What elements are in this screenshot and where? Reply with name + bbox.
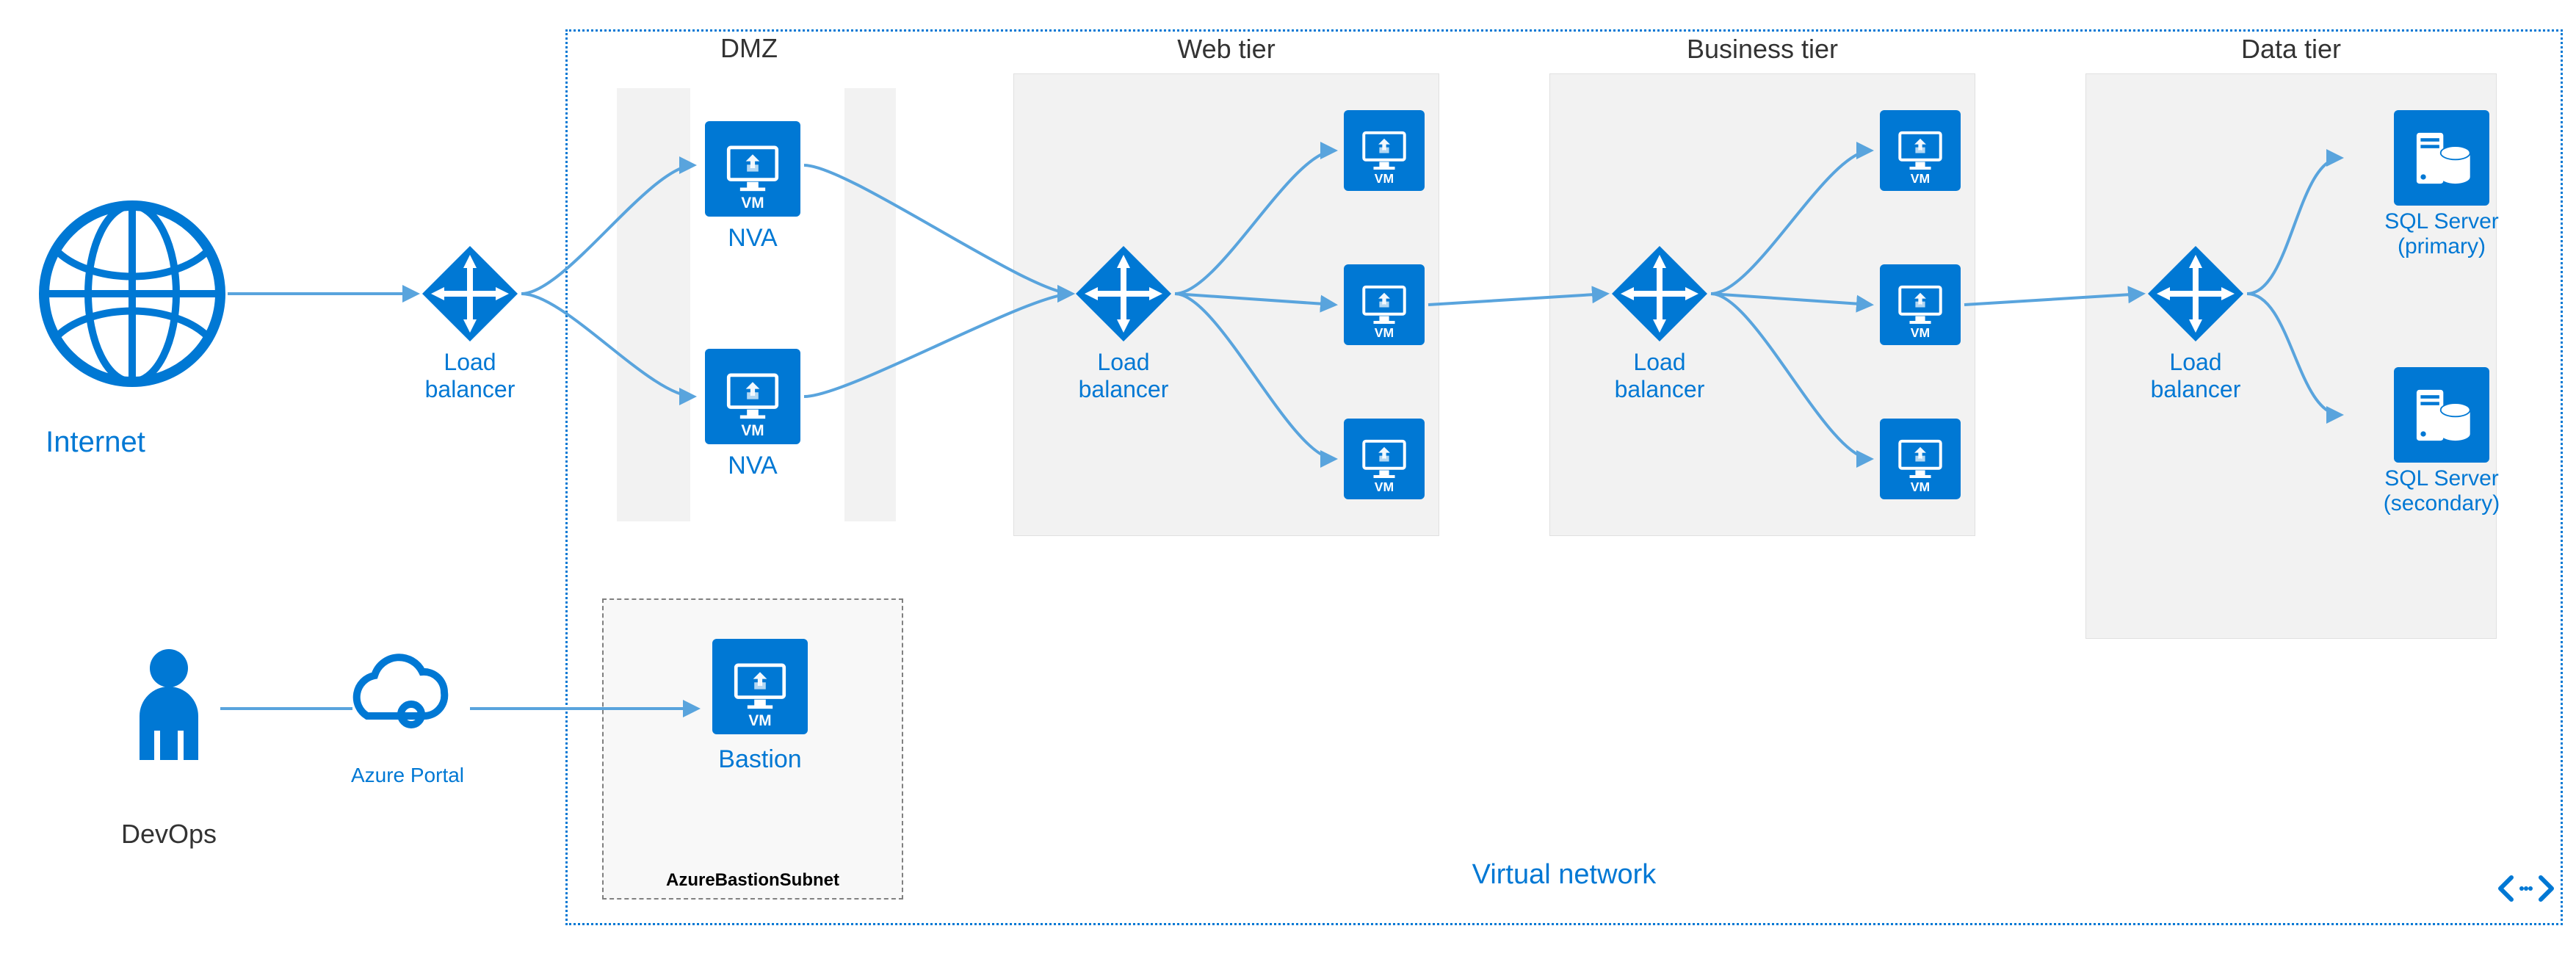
vm-caption: VM xyxy=(705,195,800,212)
devops-person-icon xyxy=(140,649,198,760)
devops-label: DevOps xyxy=(59,819,279,850)
sql-primary-label: SQL Server (primary) xyxy=(2331,209,2552,259)
nva1-label: NVA xyxy=(643,224,863,253)
vm-icon: VM xyxy=(712,639,808,734)
vm-caption: VM xyxy=(1344,479,1425,495)
sql-secondary-label: SQL Server (secondary) xyxy=(2331,466,2552,516)
azure-portal-label: Azure Portal xyxy=(297,764,518,787)
vm-icon: VM xyxy=(1880,110,1961,191)
load-balancer-data-label: Load balancer xyxy=(2085,349,2306,403)
vm-icon: VM xyxy=(1880,264,1961,345)
vm-caption: VM xyxy=(1344,325,1425,341)
vm-icon: VM xyxy=(1344,264,1425,345)
vm-caption: VM xyxy=(705,422,800,440)
internet-label: Internet xyxy=(0,426,206,459)
vm-caption: VM xyxy=(712,712,808,730)
virtual-network-label: Virtual network xyxy=(1417,859,1711,891)
nva2-label: NVA xyxy=(643,452,863,480)
sql-server-icon xyxy=(2394,110,2489,206)
tier-data-title: Data tier xyxy=(2086,34,2496,65)
vm-caption: VM xyxy=(1880,479,1961,495)
load-balancer-icon xyxy=(422,246,518,341)
vm-caption: VM xyxy=(1880,325,1961,341)
azure-portal-cloud-icon xyxy=(357,657,445,725)
load-balancer-public-label: Load balancer xyxy=(360,349,580,403)
load-balancer-business-label: Load balancer xyxy=(1549,349,1770,403)
vm-caption: VM xyxy=(1344,171,1425,187)
tier-dmz-title: DMZ xyxy=(602,33,896,64)
vm-icon: VM xyxy=(705,349,800,444)
internet-icon xyxy=(44,206,220,382)
vm-icon: VM xyxy=(1344,419,1425,499)
load-balancer-web-label: Load balancer xyxy=(1013,349,1234,403)
vm-caption: VM xyxy=(1880,171,1961,187)
vm-icon: VM xyxy=(1880,419,1961,499)
tier-business-title: Business tier xyxy=(1550,34,1975,65)
sql-server-icon xyxy=(2394,367,2489,463)
bastion-label: Bastion xyxy=(650,745,870,774)
bastion-subnet-label: AzureBastionSubnet xyxy=(643,870,863,891)
vm-icon: VM xyxy=(1344,110,1425,191)
tier-web-title: Web tier xyxy=(1014,34,1439,65)
vm-icon: VM xyxy=(705,121,800,217)
